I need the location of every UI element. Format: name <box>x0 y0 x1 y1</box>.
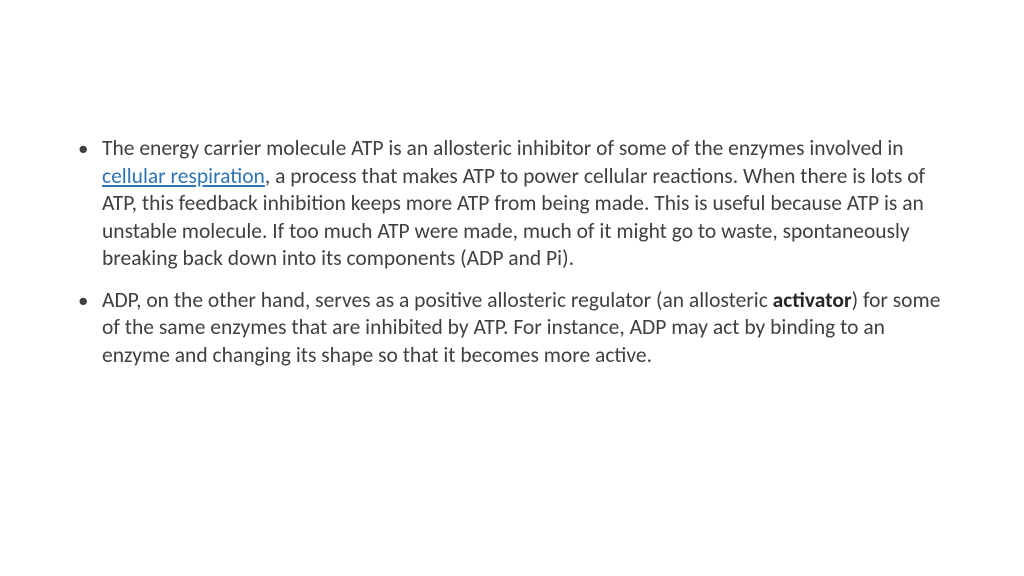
bullet-text-pre: ADP, on the other hand, serves as a posi… <box>102 287 773 313</box>
bold-term-activator: activator <box>773 287 852 313</box>
list-item: ADP, on the other hand, serves as a posi… <box>70 287 954 370</box>
bullet-text-pre: The energy carrier molecule ATP is an al… <box>102 135 904 161</box>
list-item: The energy carrier molecule ATP is an al… <box>70 135 954 273</box>
slide-content: The energy carrier molecule ATP is an al… <box>70 135 954 383</box>
cellular-respiration-link[interactable]: cellular respiration <box>102 163 265 189</box>
bullet-list: The energy carrier molecule ATP is an al… <box>70 135 954 369</box>
